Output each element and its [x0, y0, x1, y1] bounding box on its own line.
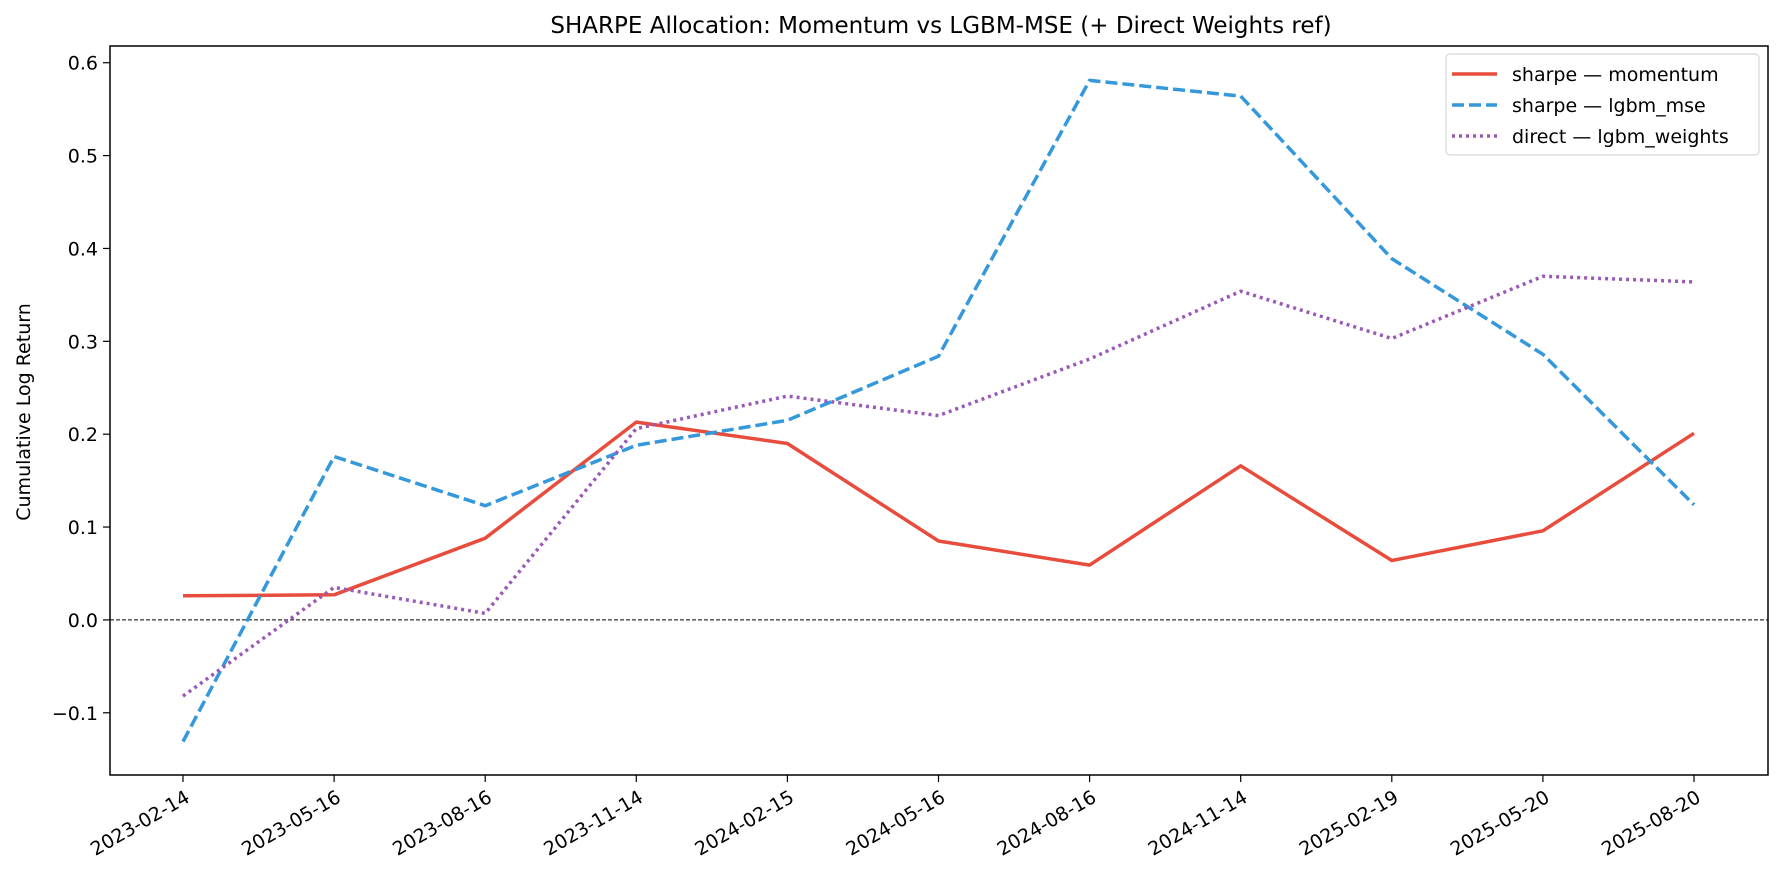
legend-box: [1445, 53, 1760, 156]
x-tick-label: 2025-08-20: [1598, 786, 1705, 860]
x-tick-label: 2024-11-14: [1145, 786, 1252, 860]
y-tick-label: 0.6: [68, 53, 98, 75]
series-line-0: [182, 420, 1695, 598]
series-line-1: [181, 78, 1696, 743]
legend: sharpe — momentum sharpe — lgbm_msedirect…: [1445, 53, 1760, 156]
y-tick-label: 0.4: [68, 238, 98, 260]
x-tick-label: 2023-11-14: [540, 786, 647, 860]
series-layer: [181, 78, 1696, 743]
series-line-2: [181, 274, 1695, 698]
y-tick-label: 0.0: [68, 610, 98, 632]
x-tick-label: 2023-05-16: [238, 786, 345, 860]
y-tick-label: 0.2: [68, 424, 98, 446]
legend-label-2: direct — lgbm_weights: [1512, 126, 1729, 148]
x-tick-label: 2024-02-15: [691, 786, 798, 860]
chart-title: SHARPE Allocation: Momentum vs LGBM-MSE …: [550, 13, 1331, 39]
x-tick-label: 2025-05-20: [1447, 786, 1554, 860]
y-tick-label: 0.5: [68, 146, 98, 168]
x-tick-label: 2023-02-14: [87, 786, 194, 860]
x-tick-label: 2023-08-16: [389, 786, 496, 860]
x-tick-label: 2024-05-16: [842, 786, 949, 860]
y-tick-label: 0.3: [68, 331, 98, 353]
legend-label-1: sharpe — lgbm_mse: [1512, 95, 1706, 117]
y-axis: −0.1 0.0 0.1 0.2 0.3 0.4 0.5 0.6: [52, 53, 110, 725]
legend-label-0: sharpe — momentum: [1512, 64, 1719, 86]
x-axis: 2023-02-14 2023-05-16 2023-08-16 2023-11-14…: [87, 775, 1705, 861]
x-tick-label: 2024-08-16: [993, 786, 1100, 860]
y-tick-label: 0.1: [68, 517, 98, 539]
y-axis-label: Cumulative Log Return: [13, 303, 35, 521]
y-tick-label: −0.1: [52, 703, 98, 725]
x-tick-label: 2025-02-19: [1296, 786, 1403, 860]
